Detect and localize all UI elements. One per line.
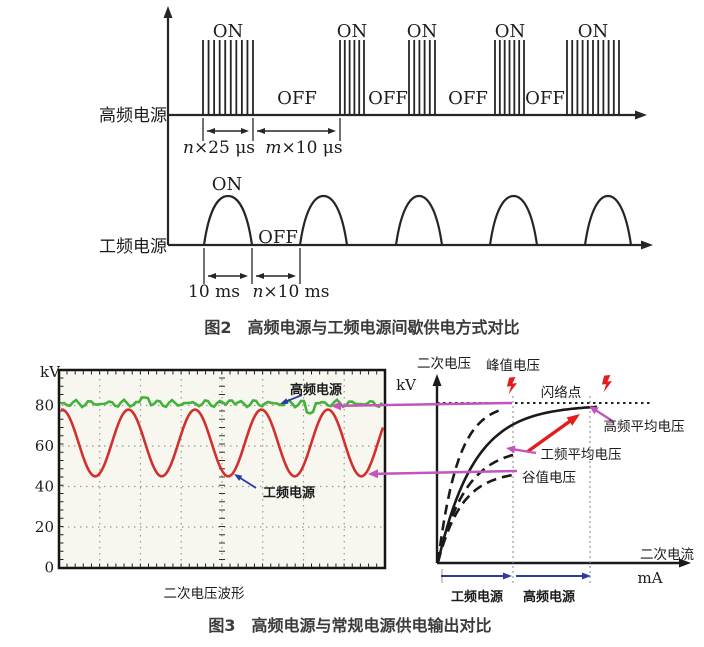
dim-arrow-head [257,128,265,134]
lf-pulse-arc [583,194,633,246]
secondary-current-label: 二次电流 [640,547,694,563]
timing-diagram-strokes [163,6,653,284]
lf-average-label-arrow-head [506,445,516,454]
valley-voltage-label: 谷值电压 [522,470,576,486]
hf-row-label: 高频电源 [99,106,167,126]
flashover-point-label: 闪络点 [541,385,582,401]
dim-value: ×25 μs [194,138,255,158]
hf-average-voltage-label: 高频平均电压 [604,418,685,435]
lf-range-arrow-head [503,572,512,580]
dim-variable: m [265,138,281,158]
dim-arrow-head [328,128,336,134]
lf-row-label: 工频电源 [99,237,167,257]
hf-trace-label: 高频电源 [290,382,342,398]
lightning-bolt-icon [601,375,612,393]
peak-level-connector-head [331,401,342,411]
on-label: ON [495,21,526,42]
dim-value: ×10 ms [263,282,329,302]
on-label: ON [337,21,368,42]
dim-on-label: n×25 μs [183,138,255,158]
axis-arrow [163,6,173,18]
curve-peak [436,407,505,563]
lf-pulse-arc [202,194,254,246]
off-label: OFF [258,227,298,248]
scope-ytick-label: 60 [35,437,54,455]
hf-range-arrow-head [582,572,591,580]
valley-level-connector [373,469,518,476]
secondary-voltage-label: 二次电压 [417,356,471,372]
dim-arrow-head [208,273,216,279]
lf-voltage-trace [61,408,385,478]
lf-pulse-arc [488,194,539,246]
scope-ytick-label: 20 [35,518,54,536]
axis-arrow [641,240,653,250]
peak-level-connector [336,401,513,408]
hf-average-pointer-arrow [526,417,575,454]
scope-ytick-label: 80 [35,397,54,415]
hf-voltage-trace [60,396,384,415]
scope-title: 二次电压波形 [164,586,245,602]
lf-range-label: 工频电源 [451,589,503,605]
dim-value: 10 ms [188,282,240,302]
magenta-connector-lines [331,401,518,479]
dim-arrow-head [256,273,264,279]
on-label: ON [213,21,244,42]
on-label: ON [578,21,609,42]
hf-average-label-arrow-head [589,406,599,415]
dim-arrow-head [288,273,296,279]
off-label: OFF [277,88,317,109]
dim-off-label: m×10 μs [265,138,342,158]
on-label: ON [212,174,243,195]
lightning-bolt-icon [506,377,517,395]
lf-label-arrow [237,475,257,489]
hf-average-pointer-arrow-head [566,414,580,426]
scope-ytick-label: 40 [35,478,54,496]
dim-value: ×10 μs [282,138,343,158]
lf-label-arrow-head [234,474,243,481]
off-label: OFF [368,88,408,109]
lf-trace-label: 工频电源 [263,485,315,501]
off-label: OFF [525,88,565,109]
dim-arrow-head [207,128,215,134]
axis-arrow [679,558,691,568]
lf-pulse-arc [298,194,349,246]
figure2-caption: 图2 高频电源与工频电源间歇供电方式对比 [204,318,519,337]
peak-voltage-label: 峰值电压 [486,358,540,374]
scope-ytick-label: 0 [44,559,54,577]
secondary-current-unit: mA [637,569,662,587]
dim-on-label: 10 ms [188,282,240,302]
curve-valley [436,473,517,563]
curve-hf-average [436,405,598,563]
lf-pulse-arc [394,194,444,246]
dim-arrow-head [241,128,249,134]
dim-arrow-head [240,273,248,279]
lf-average-voltage-label: 工频平均电压 [541,447,622,463]
hf-average-label-arrow [592,407,615,424]
axis-arrow [432,374,442,386]
valley-level-connector-head [368,469,379,479]
axis-arrow [635,110,647,120]
figure3-caption: 图3 高频电源与常规电源供电输出对比 [208,616,491,635]
dim-off-label: n×10 ms [252,282,329,302]
secondary-voltage-unit: kV [396,376,417,394]
scope-unit-label: kV [40,363,61,381]
lf-average-label-arrow [511,447,537,455]
dim-variable: n [252,282,263,302]
off-label: OFF [448,88,488,109]
hf-range-label: 高频电源 [523,589,575,605]
oscilloscope-plot [57,368,387,570]
saturation-curve-chart [432,374,691,585]
hf-label-arrow-head [280,398,289,404]
on-label: ON [407,21,438,42]
dim-variable: n [183,138,194,158]
